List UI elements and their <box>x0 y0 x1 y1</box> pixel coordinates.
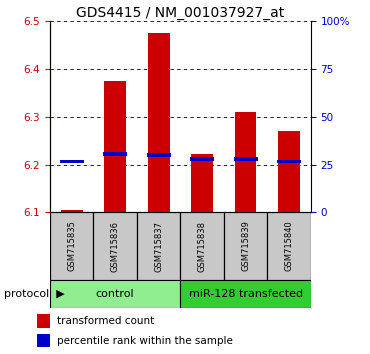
Text: GSM715835: GSM715835 <box>67 221 76 272</box>
Bar <box>148 33 169 212</box>
Text: GSM715838: GSM715838 <box>198 221 206 272</box>
Bar <box>235 112 256 212</box>
Text: GSM715836: GSM715836 <box>111 221 120 272</box>
Bar <box>103 153 127 156</box>
Bar <box>278 131 300 212</box>
Title: GDS4415 / NM_001037927_at: GDS4415 / NM_001037927_at <box>76 6 285 20</box>
Bar <box>37 334 50 347</box>
Bar <box>104 81 126 212</box>
Bar <box>277 160 301 163</box>
Text: miR-128 transfected: miR-128 transfected <box>189 289 303 299</box>
Bar <box>233 157 258 161</box>
Bar <box>61 210 83 212</box>
Bar <box>181 212 224 280</box>
Bar <box>50 212 94 280</box>
Bar <box>190 157 214 161</box>
Text: control: control <box>96 289 134 299</box>
Bar <box>147 153 171 157</box>
Text: GSM715839: GSM715839 <box>241 221 250 272</box>
Bar <box>191 154 213 212</box>
Text: transformed count: transformed count <box>57 316 154 326</box>
Bar <box>137 212 181 280</box>
Text: percentile rank within the sample: percentile rank within the sample <box>57 336 232 346</box>
Bar <box>224 212 267 280</box>
Text: protocol  ▶: protocol ▶ <box>4 289 64 299</box>
Bar <box>181 280 311 308</box>
Text: GSM715837: GSM715837 <box>154 221 163 272</box>
Bar <box>93 212 137 280</box>
Text: GSM715840: GSM715840 <box>285 221 293 272</box>
Bar <box>50 280 181 308</box>
Bar <box>37 314 50 328</box>
Bar <box>268 212 311 280</box>
Bar <box>60 160 84 163</box>
